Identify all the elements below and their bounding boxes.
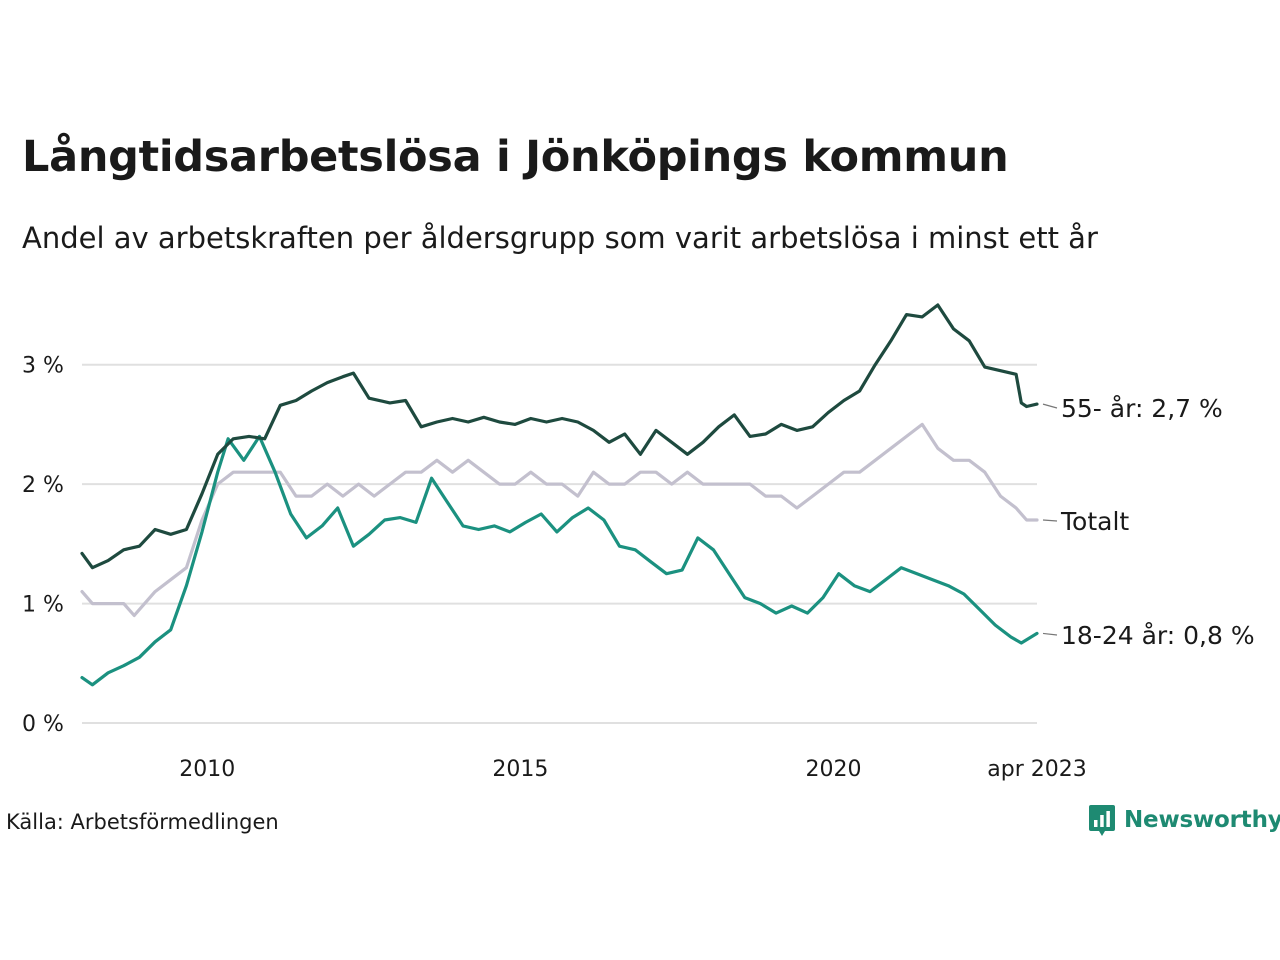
end-label-connector [1042,403,1058,409]
newsworthy-logo-icon [1089,805,1115,836]
series-end-labels: Totalt 18-24 år: 0,8 % 55- år: 2,7 % [1042,394,1255,650]
y-tick-label: 2 % [22,473,64,498]
series-end-label-18-24: 18-24 år: 0,8 % [1061,621,1255,650]
series-line-55 [80,303,1039,570]
x-tick-label: 2010 [179,757,235,782]
series-line-totalt [80,422,1039,618]
chart-subtitle: Andel av arbetskraften per åldersgrupp s… [22,221,1098,255]
y-tick-label: 0 % [22,712,64,737]
series-end-label-totalt: Totalt [1060,507,1129,536]
y-tick-label: 3 % [22,354,64,379]
x-tick-label: 2015 [492,757,548,782]
x-tick-label: 2020 [805,757,861,782]
series-line-18-24 [80,434,1039,687]
y-tick-label: 1 % [22,593,64,618]
series-end-label-55: 55- år: 2,7 % [1061,394,1223,423]
series-layer [80,303,1039,687]
chart-title: Långtidsarbetslösa i Jönköpings kommun [22,132,1009,182]
end-label-connector [1042,632,1058,636]
x-axis-tick-labels: 2010 2015 2020 apr 2023 [179,757,1086,782]
brand-name: Newsworthy [1124,807,1280,833]
x-tick-label: apr 2023 [987,757,1086,782]
y-axis-tick-labels: 0 % 1 % 2 % 3 % [22,354,64,737]
brand-logo: Newsworthy [1088,803,1280,837]
source-note: Källa: Arbetsförmedlingen [6,810,279,834]
end-label-connector [1042,519,1058,522]
